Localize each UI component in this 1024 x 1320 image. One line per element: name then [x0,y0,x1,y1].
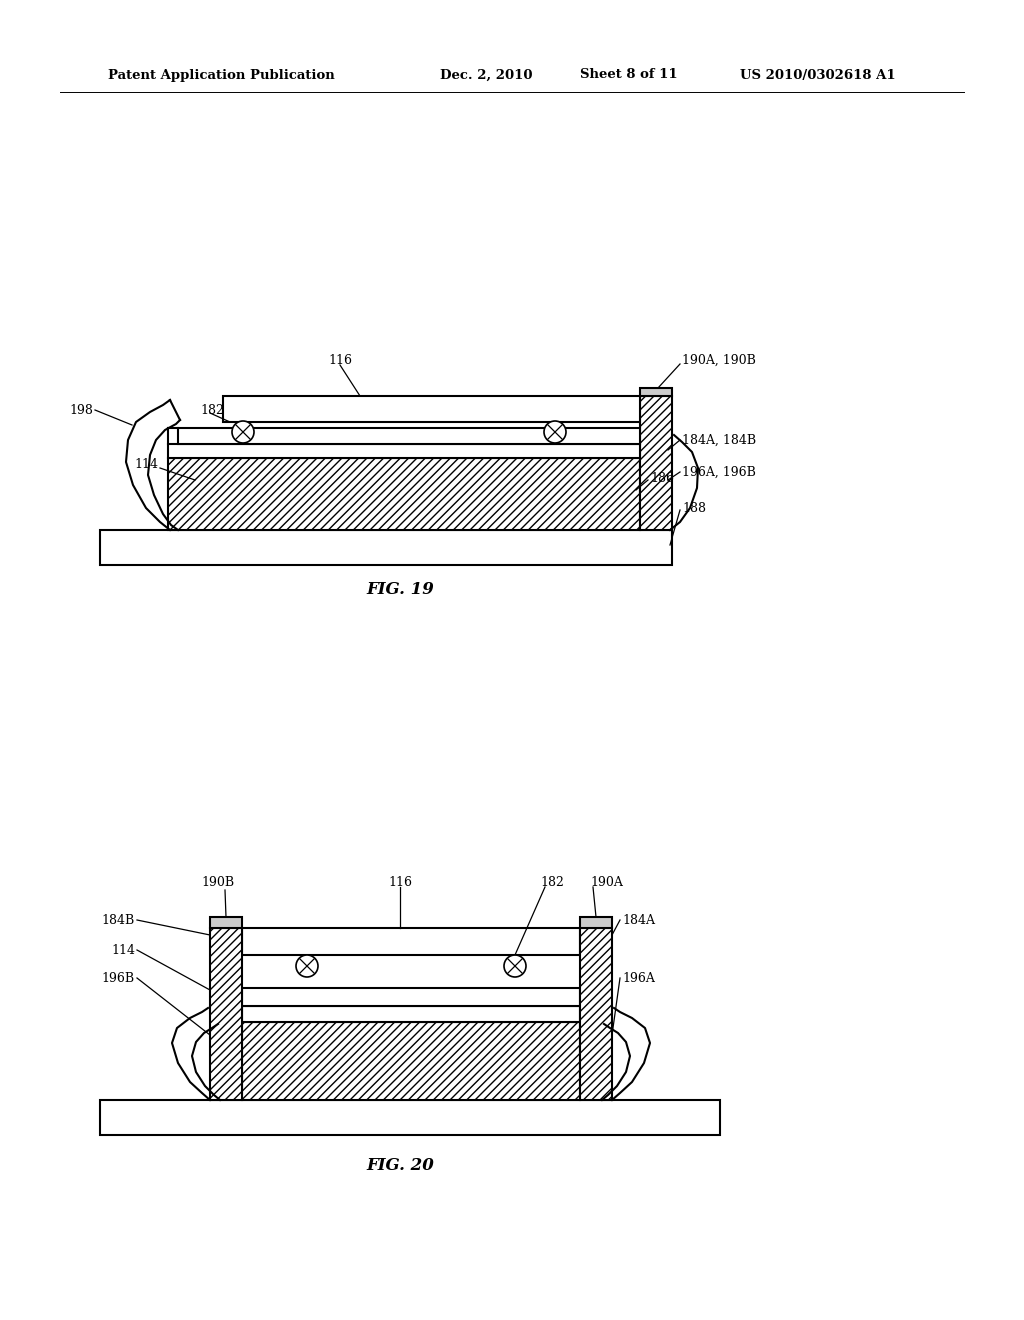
Bar [242,987,580,1006]
Text: 190A, 190B: 190A, 190B [682,354,756,367]
Circle shape [232,421,254,444]
Bar [168,444,640,458]
Text: FIG. 20: FIG. 20 [366,1156,434,1173]
Text: 198: 198 [70,404,93,417]
Text: 114: 114 [111,944,135,957]
Bar [210,917,242,928]
Text: 116: 116 [328,354,352,367]
Text: 190B: 190B [202,875,234,888]
Text: Sheet 8 of 11: Sheet 8 of 11 [580,69,678,82]
Bar [242,1006,580,1022]
Bar [580,917,612,928]
Bar [242,1022,580,1100]
Bar [168,458,640,531]
Text: 114: 114 [134,458,158,471]
Bar [223,396,640,422]
Text: Dec. 2, 2010: Dec. 2, 2010 [440,69,532,82]
Circle shape [296,954,318,977]
Bar [640,388,672,396]
Text: 190A: 190A [590,875,623,888]
Text: 184A: 184A [622,913,655,927]
Text: 186: 186 [650,471,674,484]
Text: 116: 116 [388,875,412,888]
Text: 182: 182 [200,404,224,417]
Circle shape [504,954,526,977]
Bar [100,1100,720,1135]
Bar [580,928,612,1100]
Bar [242,928,580,954]
Text: 182: 182 [540,875,564,888]
Text: 184A, 184B: 184A, 184B [682,433,756,446]
Text: US 2010/0302618 A1: US 2010/0302618 A1 [740,69,896,82]
Text: 184B: 184B [101,913,135,927]
Bar [100,531,672,565]
Text: 196B: 196B [101,972,135,985]
Bar [178,428,640,444]
Bar [640,396,672,531]
Text: 188: 188 [682,502,706,515]
Text: Patent Application Publication: Patent Application Publication [108,69,335,82]
Text: 196A: 196A [622,972,655,985]
Text: FIG. 19: FIG. 19 [366,582,434,598]
Text: 196A, 196B: 196A, 196B [682,466,756,479]
Circle shape [544,421,566,444]
Bar [210,928,242,1100]
